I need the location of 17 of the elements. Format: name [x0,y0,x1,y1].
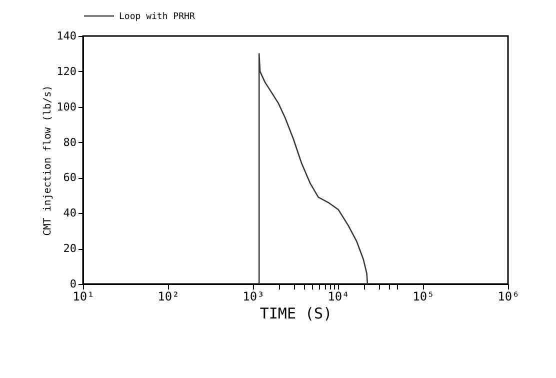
x-tick-label: 10⁵ [412,290,434,304]
x-tick-label: 10³ [242,290,264,304]
x-tick-label: 10² [158,290,180,304]
y-tick-label: 0 [70,278,76,290]
y-tick-label: 140 [56,30,76,42]
y-tick-label: 20 [63,242,76,256]
x-tick-label: 10⁴ [328,290,350,304]
legend-label: Loop with PRHR [119,12,196,22]
y-tick-label: 120 [56,64,76,78]
y-tick-label: 60 [63,171,76,184]
x-axis-title: TIME (S) [260,304,332,322]
y-axis-title: CMT injection flow (lb/s) [42,85,54,236]
x-tick-label: 10¹ [72,290,94,304]
y-tick-label: 80 [63,136,76,149]
x-tick-label: 10⁶ [498,290,520,304]
y-tick-label: 40 [63,206,76,220]
y-tick-label: 100 [56,100,76,114]
